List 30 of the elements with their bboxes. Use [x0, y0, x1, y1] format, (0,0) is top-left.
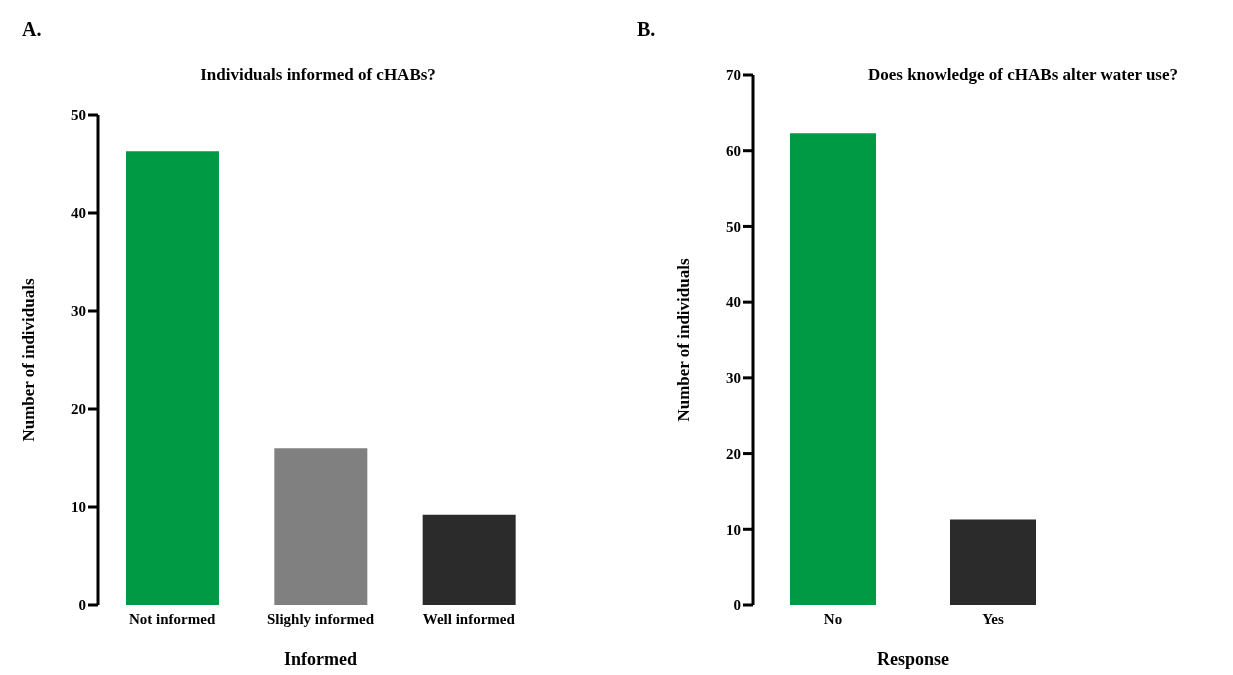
bar — [126, 151, 219, 605]
y-axis-title: Number of individuals — [19, 278, 39, 442]
y-tick-label: 50 — [71, 107, 86, 124]
y-axis-title: Number of individuals — [674, 258, 694, 422]
x-tick-label: Yes — [982, 610, 1004, 627]
bar — [422, 514, 516, 605]
text: A. — [22, 18, 42, 41]
chart-title: Does knowledge of cHABs alter water use? — [866, 65, 1180, 85]
y-tick-label: 40 — [71, 205, 86, 222]
y-tick-label: 60 — [726, 143, 741, 160]
y-tick-label: 70 — [726, 67, 741, 84]
y-tick-label: 10 — [726, 521, 741, 538]
y-tick-label: 40 — [726, 294, 741, 311]
y-tick-label: 0 — [733, 597, 741, 614]
y-tick-label: 50 — [726, 218, 741, 235]
x-tick-label: Not informed — [129, 610, 216, 627]
x-tick-label: No — [823, 610, 843, 627]
x-tick-label: Slighly informed — [266, 610, 375, 627]
bar — [274, 448, 368, 605]
x-axis-title: Response — [876, 649, 950, 669]
y-tick-label: 20 — [71, 401, 86, 418]
chart-title: Individuals informed of cHABs? — [199, 65, 437, 85]
y-tick-label: 10 — [71, 499, 86, 516]
x-axis-title: Informed — [284, 649, 357, 669]
y-tick-label: 30 — [726, 370, 741, 387]
x-tick-label: Well informed — [422, 610, 516, 627]
text: B. — [637, 18, 656, 41]
y-tick-label: 0 — [78, 597, 86, 614]
y-tick-label: 20 — [726, 445, 741, 462]
y-tick-label: 30 — [71, 303, 86, 320]
